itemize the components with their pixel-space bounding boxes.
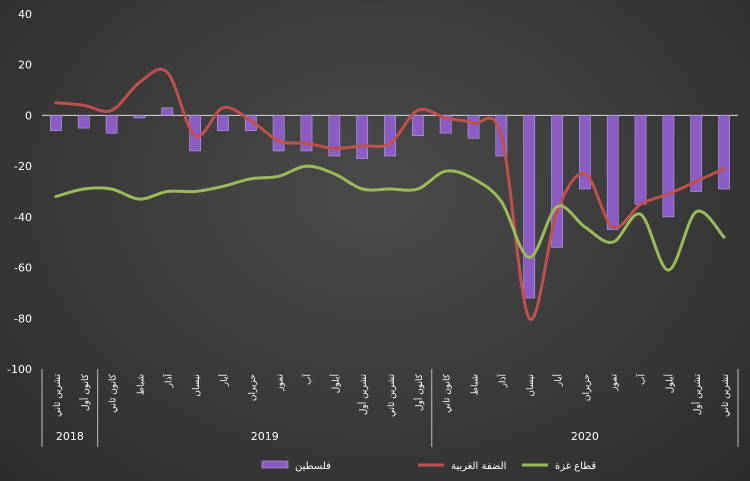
y-tick-label: -20 <box>14 160 32 173</box>
bar <box>439 115 452 134</box>
x-tick-label: آب <box>636 374 648 385</box>
year-label: 2020 <box>571 430 599 443</box>
bar <box>634 115 647 205</box>
x-tick-label: تشرين ثاني <box>387 374 397 417</box>
bar <box>579 115 591 190</box>
x-tick-label: كانون أول <box>79 373 91 411</box>
bar <box>189 115 201 152</box>
x-tick-label: كانون ثاني <box>109 373 119 413</box>
bar <box>356 115 369 159</box>
y-tick-label: -100 <box>7 363 32 376</box>
bar <box>551 115 563 248</box>
x-tick-label: أيلول <box>329 374 341 393</box>
x-tick-label: نيسان <box>526 374 536 397</box>
bars-layer <box>50 107 730 299</box>
year-label: 2019 <box>251 430 279 443</box>
legend-label: الضفة الغربية <box>451 461 506 472</box>
bar <box>384 115 396 157</box>
x-tick-label: أيلول <box>663 374 675 393</box>
y-tick-label: 0 <box>25 109 32 122</box>
bar <box>467 115 480 139</box>
series-line-2 <box>54 164 726 272</box>
x-tick-label: تموز <box>276 374 286 392</box>
x-tick-label: كانون أول <box>413 373 425 411</box>
x-tick-label: شباط <box>136 374 146 395</box>
x-tick-label: تشرين ثاني <box>53 374 63 417</box>
x-tick-label: تشرين أول <box>691 374 703 416</box>
year-label: 2018 <box>56 430 84 443</box>
bar <box>606 115 619 230</box>
bar <box>77 115 90 129</box>
x-labels-layer: تشرين ثاني كانون أول كانون ثاني شباط آذار نيس… <box>41 369 739 447</box>
bar <box>300 115 313 152</box>
y-tick-label: 20 <box>18 59 32 72</box>
y-tick-label: -60 <box>14 262 32 275</box>
x-tick-label: آب <box>301 374 313 385</box>
y-tick-label: -80 <box>14 312 32 325</box>
bar <box>161 107 174 116</box>
bar <box>272 115 285 152</box>
x-tick-label: نيسان <box>192 374 202 397</box>
bar <box>133 115 146 119</box>
legend-label: قطاع غزة <box>555 461 596 472</box>
bar <box>411 115 424 137</box>
bar <box>690 115 703 192</box>
legend-label: فلسطين <box>295 461 331 472</box>
x-tick-label: حزيران <box>248 374 258 401</box>
bar <box>217 115 229 131</box>
y-tick-label: 40 <box>18 8 32 21</box>
x-tick-label: شباط <box>471 374 481 395</box>
bar <box>662 115 675 218</box>
legend-swatch <box>261 460 289 469</box>
legend: فلسطين الضفة الغربية قطاع غزة <box>261 460 596 472</box>
x-tick-label: تموز <box>610 374 620 392</box>
bar <box>105 115 118 134</box>
series-line-1 <box>54 67 726 321</box>
x-tick-label: أيار <box>218 374 230 387</box>
x-tick-label: آذار <box>162 374 174 389</box>
bar <box>328 115 341 157</box>
x-tick-label: تشرين أول <box>357 374 369 416</box>
x-tick-label: آذار <box>496 374 508 389</box>
y-tick-label: -40 <box>14 211 32 224</box>
bar <box>523 115 536 299</box>
bar <box>718 115 730 190</box>
lines-layer <box>54 67 726 321</box>
x-tick-label: أيار <box>552 374 564 387</box>
x-tick-label: تشرين ثاني <box>721 374 731 417</box>
x-tick-label: حزيران <box>582 374 592 401</box>
bar <box>50 115 62 131</box>
x-tick-label: كانون ثاني <box>443 373 453 413</box>
